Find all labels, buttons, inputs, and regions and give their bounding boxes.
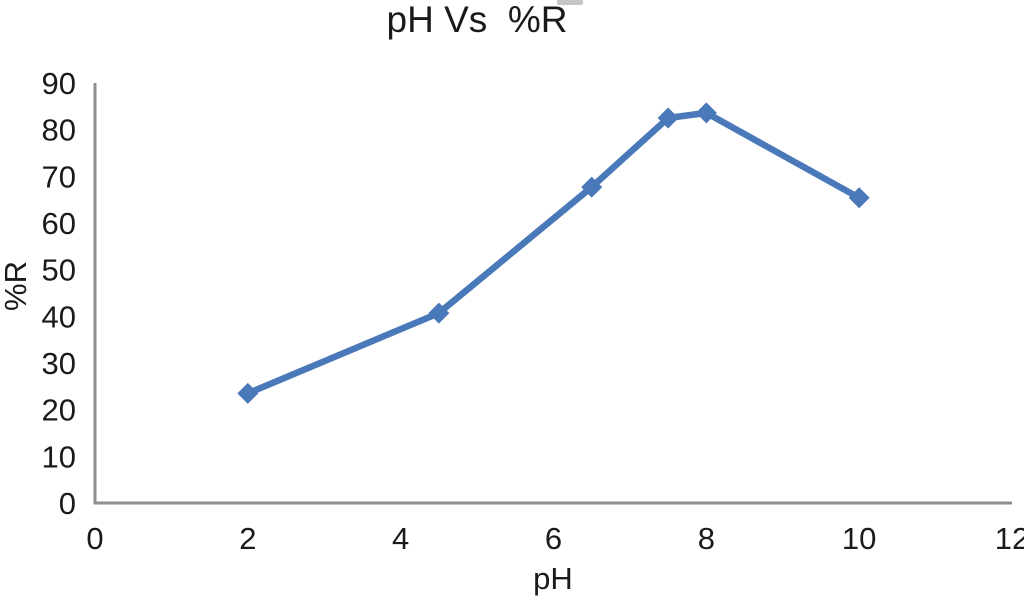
data-point-marker [428,302,450,324]
y-tick-label: 90 [42,66,76,101]
y-tick-label: 80 [42,113,76,148]
y-axis-title: %R [0,261,33,311]
series-line [244,109,863,397]
y-tick-label: 70 [42,159,76,194]
data-point-marker [237,382,259,404]
x-tick-label: 10 [842,521,876,556]
x-axis-title: pH [533,561,573,596]
y-tick-label: 0 [59,486,76,521]
y-tick-label: 30 [42,346,76,381]
cropped-text-artifact [557,0,583,5]
x-tick-label: 2 [239,521,256,556]
y-tick-label: 20 [42,393,76,428]
data-point-marker [848,187,870,209]
y-tick-label: 40 [42,299,76,334]
data-point-marker [581,176,603,198]
x-tick-label: 12 [995,521,1024,556]
x-tick-label: 6 [545,521,562,556]
y-tick-label: 60 [42,206,76,241]
y-tick-label: 10 [42,439,76,474]
y-tick-label: 50 [42,253,76,288]
data-point-marker [695,102,717,124]
x-tick-label: 4 [392,521,409,556]
x-tick-label: 8 [698,521,715,556]
chart-title: pH Vs %R [386,0,568,40]
data-point-marker [657,107,679,129]
x-tick-label: 0 [86,521,103,556]
